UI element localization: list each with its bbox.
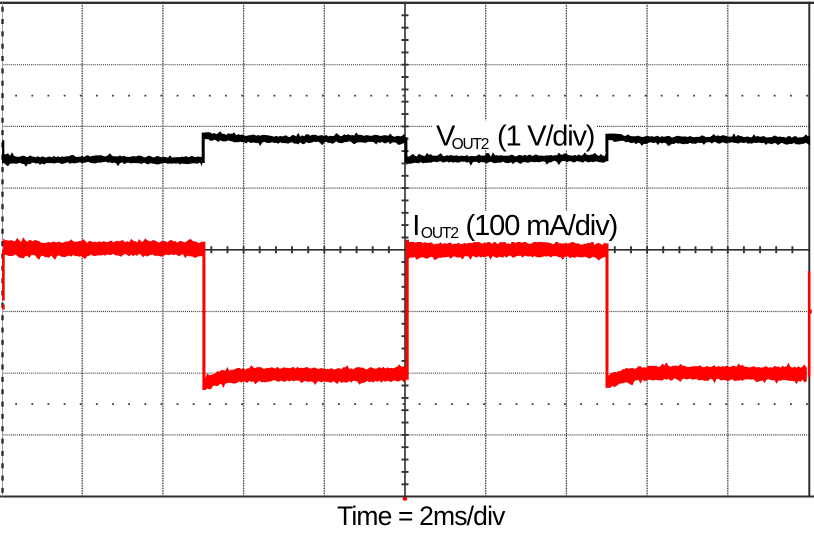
svg-text:Time = 2ms/div: Time = 2ms/div (337, 501, 506, 531)
